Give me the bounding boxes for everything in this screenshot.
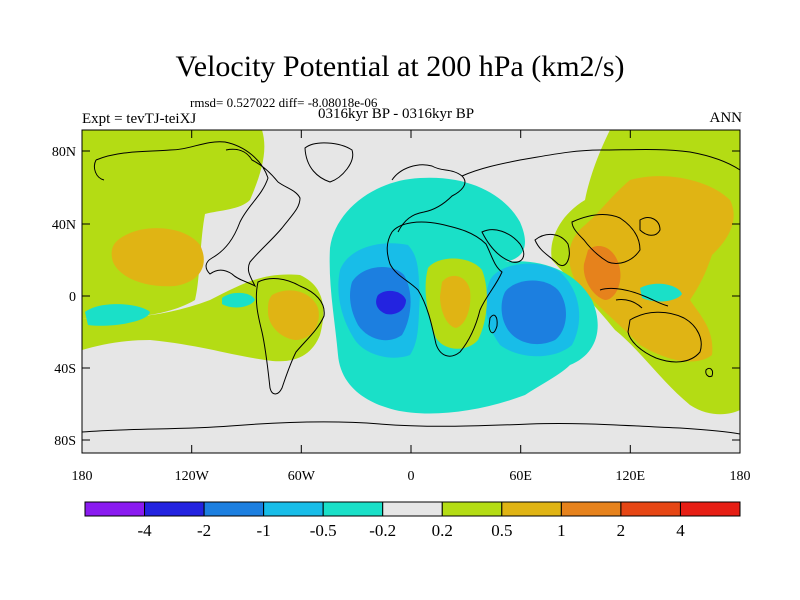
- lon-label: 180: [730, 469, 751, 484]
- lat-label: 40N: [52, 218, 76, 233]
- colorbar-label: -1: [257, 521, 271, 540]
- stats-line: rmsd= 0.527022 diff= -8.08018e-06: [190, 95, 378, 110]
- lon-label: 120E: [616, 469, 646, 484]
- colorbar-label: 1: [557, 521, 566, 540]
- coast-madagascar: [488, 314, 498, 334]
- lon-label: 180: [72, 469, 93, 484]
- lon-label: 0: [408, 469, 415, 484]
- lon-label: 60E: [509, 469, 532, 484]
- longitude-labels: 180 120W 60W 0 60E 120E 180: [72, 469, 751, 484]
- colorbar-label: -0.2: [369, 521, 396, 540]
- colorbar-swatch: [679, 501, 741, 517]
- lat-label: 0: [69, 290, 76, 305]
- coastlines: [82, 141, 740, 435]
- orange-asia: [569, 176, 734, 362]
- colorbar-swatch: [84, 501, 146, 517]
- colorbar-label: 0.5: [491, 521, 512, 540]
- lat-label: 80S: [54, 434, 76, 449]
- colorbar-swatch: [322, 501, 384, 517]
- experiment-label: Expt = tevTJ-teiXJ: [82, 111, 197, 127]
- lon-label: 120W: [175, 469, 210, 484]
- lon-label: 60W: [288, 469, 316, 484]
- colorbar-swatch: [560, 501, 622, 517]
- coast-asia: [461, 149, 740, 177]
- orange-south-america: [268, 290, 319, 340]
- colorbar-swatch: [203, 501, 265, 517]
- coast-east-asia: [571, 214, 641, 264]
- colorbar-swatch: [263, 501, 324, 517]
- coast-indonesia: [599, 287, 669, 307]
- colorbar-label: -4: [137, 521, 152, 540]
- orange-north-pacific: [111, 228, 204, 287]
- colorbar: [84, 501, 741, 517]
- colorbar-swatch: [144, 501, 205, 517]
- contour-field: [82, 130, 740, 453]
- coast-australia: [627, 311, 702, 363]
- period-label: 0316kyr BP - 0316kyr BP: [318, 106, 475, 122]
- map-title: Velocity Potential at 200 hPa (km2/s): [175, 50, 625, 83]
- cyan-west-pacific: [640, 283, 682, 302]
- colorbar-swatch: [620, 501, 681, 517]
- colorbar-label: -2: [197, 521, 211, 540]
- colorbar-labels: -4 -2 -1 -0.5 -0.2 0.2 0.5 1 2 4: [137, 521, 685, 540]
- coast-greenland: [304, 142, 354, 183]
- darker-orange-asia: [583, 246, 621, 300]
- colorbar-label: -0.5: [310, 521, 337, 540]
- lat-label: 40S: [54, 362, 76, 377]
- deep-blue-indian-ocean: [501, 280, 566, 345]
- colorbar-label: 2: [617, 521, 626, 540]
- longitude-axis: [81, 130, 741, 453]
- colorbar-swatch: [441, 501, 503, 517]
- cyan-small-pacific-2: [222, 292, 255, 308]
- coast-europe: [391, 164, 466, 233]
- coast-africa: [386, 221, 503, 357]
- lat-label: 80N: [52, 145, 76, 160]
- latitude-axis: [82, 150, 740, 441]
- deepest-blue-atlantic: [376, 290, 406, 315]
- latitude-labels: 80N 40N 0 40S 80S: [52, 145, 76, 449]
- cyan-small-pacific: [85, 304, 150, 326]
- colorbar-label: 4: [676, 521, 685, 540]
- coast-south-america: [255, 278, 325, 395]
- coast-antarctica: [82, 421, 740, 435]
- colorbar-swatch: [501, 501, 562, 517]
- season-label: ANN: [709, 110, 743, 126]
- coast-north-america: [95, 141, 301, 288]
- orange-southern-africa: [440, 275, 471, 328]
- colorbar-label: 0.2: [432, 521, 453, 540]
- colorbar-swatch: [382, 501, 443, 517]
